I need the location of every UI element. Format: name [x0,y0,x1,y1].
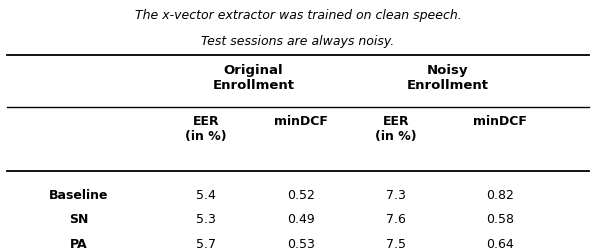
Text: SN: SN [69,213,88,226]
Text: EER
(in %): EER (in %) [375,115,417,143]
Text: EER
(in %): EER (in %) [185,115,227,143]
Text: 0.64: 0.64 [486,238,514,250]
Text: Baseline: Baseline [49,189,108,202]
Text: 5.4: 5.4 [196,189,216,202]
Text: 0.49: 0.49 [287,213,315,226]
Text: Original
Enrollment: Original Enrollment [213,65,294,92]
Text: 7.3: 7.3 [386,189,406,202]
Text: minDCF: minDCF [274,115,328,129]
Text: Noisy
Enrollment: Noisy Enrollment [407,65,489,92]
Text: 5.7: 5.7 [196,238,216,250]
Text: The x-vector extractor was trained on clean speech.: The x-vector extractor was trained on cl… [135,9,461,22]
Text: 0.58: 0.58 [486,213,514,226]
Text: minDCF: minDCF [473,115,527,129]
Text: 5.3: 5.3 [196,213,216,226]
Text: 7.5: 7.5 [386,238,406,250]
Text: 0.53: 0.53 [287,238,315,250]
Text: 0.52: 0.52 [287,189,315,202]
Text: PA: PA [70,238,88,250]
Text: 0.82: 0.82 [486,189,514,202]
Text: 7.6: 7.6 [386,213,406,226]
Text: Test sessions are always noisy.: Test sessions are always noisy. [201,35,395,48]
